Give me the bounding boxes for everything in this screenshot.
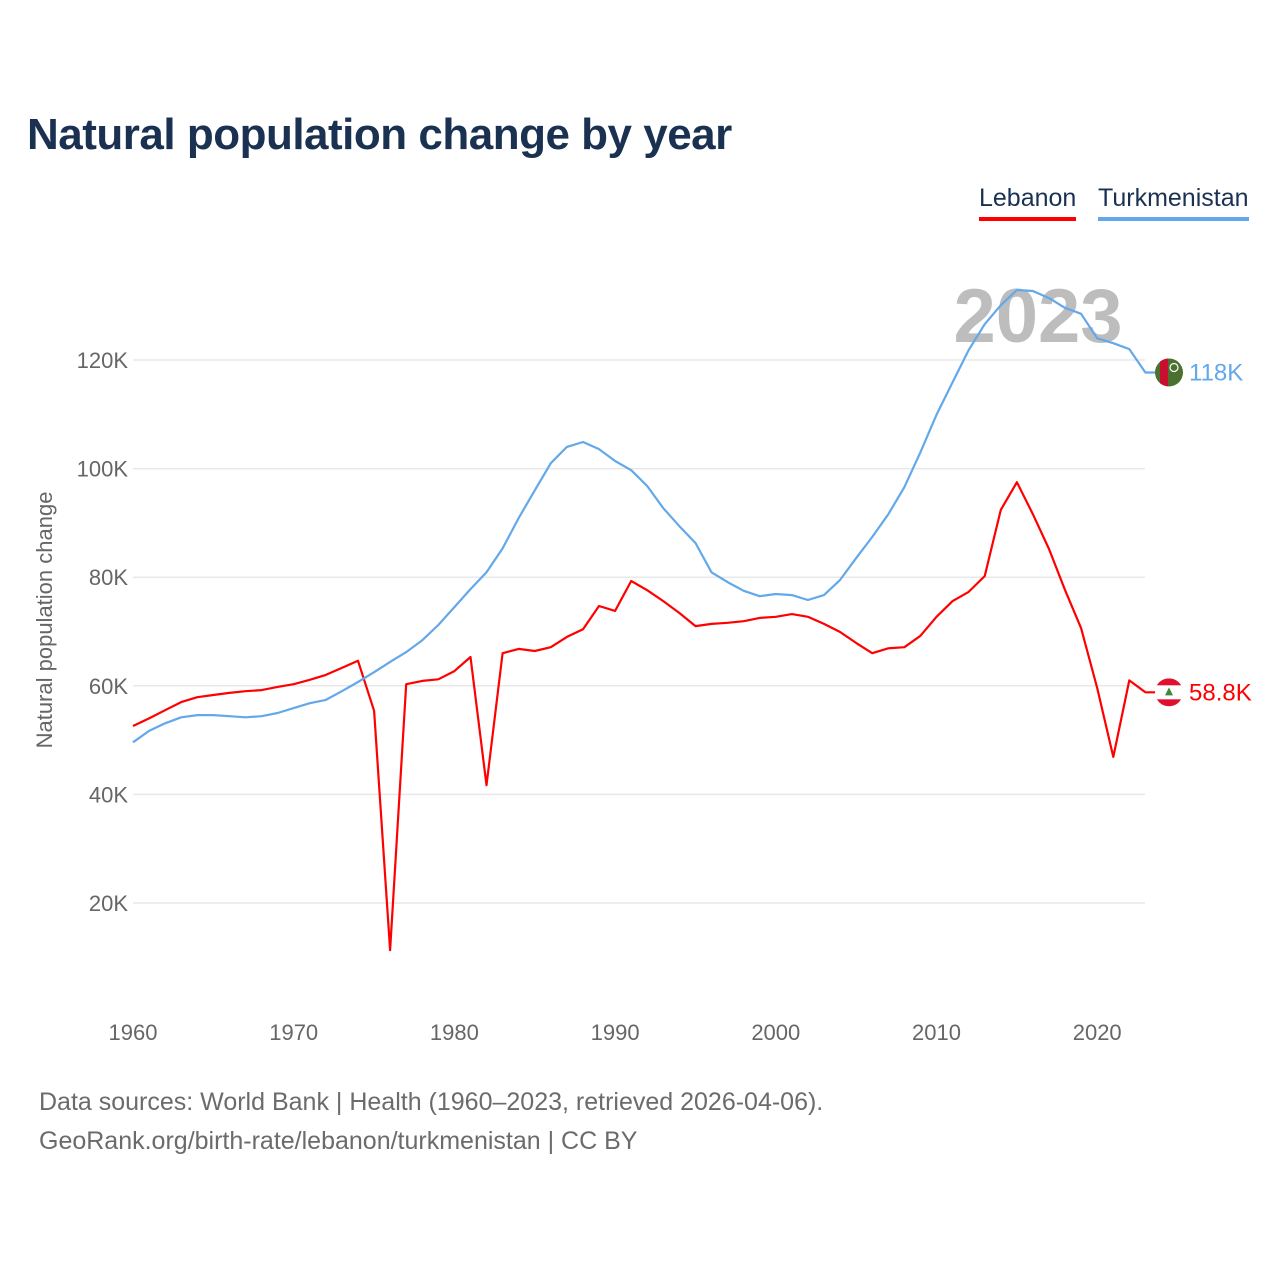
x-tick-label: 2000 <box>751 1020 800 1045</box>
x-tick-label: 2010 <box>912 1020 961 1045</box>
x-tick-label: 1970 <box>269 1020 318 1045</box>
y-tick-label: 40K <box>89 782 128 807</box>
series-line-lebanon[interactable] <box>132 481 1156 952</box>
y-axis-label: Natural population change <box>32 492 57 749</box>
end-value-label-lebanon: 58.8K <box>1189 679 1252 706</box>
turkmenistan-flag-icon <box>1155 358 1183 387</box>
data-sources-text: Data sources: World Bank | Health (1960–… <box>39 1088 824 1116</box>
x-tick-label: 1960 <box>109 1020 158 1045</box>
y-tick-label: 120K <box>77 348 129 373</box>
legend-lebanon[interactable]: Lebanon <box>979 184 1077 221</box>
end-value-label-turkmenistan: 118K <box>1189 359 1243 386</box>
y-tick-label: 80K <box>89 565 128 590</box>
x-tick-label: 2020 <box>1073 1020 1122 1045</box>
y-tick-label: 20K <box>89 891 128 916</box>
year-watermark: 2023 <box>953 274 1122 359</box>
x-tick-label: 1980 <box>430 1020 479 1045</box>
legend-turkmenistan[interactable]: Turkmenistan <box>1098 184 1249 221</box>
lebanon-flag-icon <box>1155 678 1183 707</box>
chart-title: Natural population change by year <box>27 110 732 159</box>
y-tick-label: 100K <box>77 457 129 482</box>
attribution-link[interactable]: GeoRank.org/birth-rate/lebanon/turkmenis… <box>39 1127 638 1155</box>
x-tick-label: 1990 <box>591 1020 640 1045</box>
line-chart: 20K 40K 60K 80K 100K 120K 1960 1970 1980 1990 2000… <box>32 274 1252 1045</box>
y-tick-label: 60K <box>89 674 128 699</box>
